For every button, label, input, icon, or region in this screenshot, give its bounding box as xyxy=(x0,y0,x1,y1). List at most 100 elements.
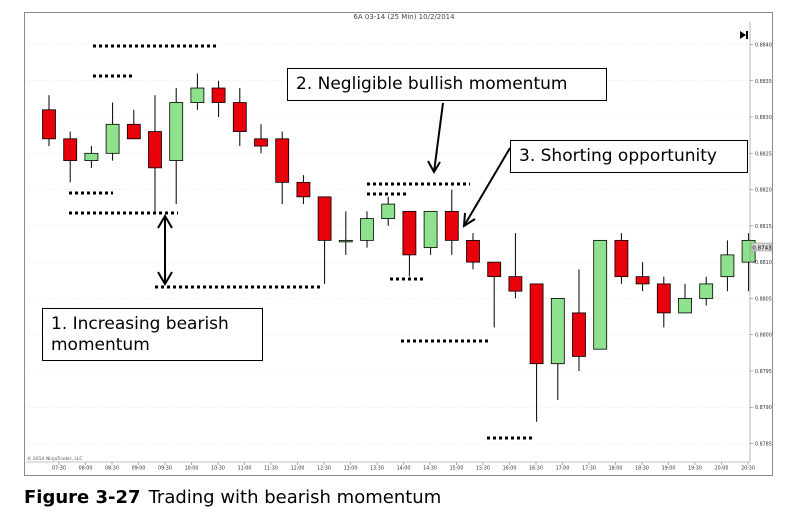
x-tick-label: 20:30 xyxy=(741,466,755,472)
candle xyxy=(42,95,56,147)
candle-body xyxy=(444,210,459,241)
candle xyxy=(232,88,247,147)
candle-body xyxy=(126,123,141,140)
y-tick-label: 0.8830 xyxy=(755,115,772,121)
level-lines xyxy=(69,44,534,440)
x-tick-label: 16:30 xyxy=(529,466,543,472)
candle xyxy=(169,88,184,205)
candle-body xyxy=(148,131,162,169)
arrow-head xyxy=(462,212,476,228)
candle-body xyxy=(254,138,268,147)
candle xyxy=(317,196,332,284)
x-tick-label: 17:30 xyxy=(582,466,596,472)
candle-body xyxy=(614,239,629,278)
candle-body xyxy=(572,312,586,357)
candle-body xyxy=(338,239,353,243)
x-tick-label: 08:30 xyxy=(105,466,119,472)
candle xyxy=(381,196,396,226)
candle xyxy=(402,210,417,277)
x-tick-label: 14:00 xyxy=(397,466,411,472)
x-tick-label: 07:30 xyxy=(52,466,66,472)
y-tick-label: 0.8800 xyxy=(755,333,772,339)
candle xyxy=(63,131,78,183)
candle xyxy=(720,240,735,292)
callout-1-line-2: momentum xyxy=(51,335,150,355)
candle xyxy=(678,283,692,314)
arrow-head-up xyxy=(157,214,173,229)
figure-caption: Figure 3-27 Trading with bearish momentum xyxy=(24,487,441,508)
x-tick-label: 09:00 xyxy=(132,466,146,472)
x-tick-label: 12:30 xyxy=(317,466,331,472)
callout-negligible-bullish-momentum: 2. Negligible bullish momentum xyxy=(287,68,607,101)
candle-body xyxy=(63,138,78,161)
candle xyxy=(508,233,523,299)
candle-body xyxy=(678,298,692,314)
x-tick-label: 11:00 xyxy=(238,466,252,472)
candle-body xyxy=(635,276,650,285)
candle xyxy=(635,262,650,292)
x-tick-label: 18:30 xyxy=(635,466,649,472)
candle-body xyxy=(296,181,311,198)
candle-body xyxy=(105,123,120,154)
y-tick-label: 0.8840 xyxy=(755,43,772,49)
candle-body xyxy=(360,218,374,241)
x-tick-label: 16:00 xyxy=(503,466,517,472)
y-tick-label: 0.8795 xyxy=(755,369,772,375)
candle-body xyxy=(529,283,544,365)
callout-1-line-1: 1. Increasing bearish xyxy=(51,314,229,334)
candle xyxy=(105,102,120,161)
candle xyxy=(148,95,162,212)
candle xyxy=(572,269,586,371)
grid xyxy=(26,44,750,444)
price-label: 0.8743 xyxy=(752,246,772,252)
candle-body xyxy=(42,109,56,140)
candle xyxy=(614,233,629,284)
x-tick-label: 14:30 xyxy=(423,466,437,472)
candles xyxy=(42,73,756,422)
x-tick-label: 09:30 xyxy=(158,466,172,472)
candle xyxy=(593,239,608,350)
y-tick-label: 0.8815 xyxy=(755,224,772,230)
candle-body xyxy=(381,203,396,220)
y-tick-label: 0.8825 xyxy=(755,151,772,157)
candle xyxy=(423,210,438,255)
candle-body xyxy=(169,102,184,161)
x-tick-label: 10:30 xyxy=(211,466,225,472)
price-marker: 0.8743 xyxy=(740,31,773,252)
candle xyxy=(656,276,671,328)
arrow-head xyxy=(427,160,441,175)
candle xyxy=(487,261,502,328)
figure-label: Figure 3-27 xyxy=(24,487,141,508)
y-tick-label: 0.8790 xyxy=(755,405,772,411)
arrow-to-candle xyxy=(433,102,444,173)
candle xyxy=(190,73,205,110)
x-tick-label: 18:00 xyxy=(609,466,623,472)
y-tick-label: 0.8805 xyxy=(755,296,772,302)
candle-body xyxy=(699,283,714,299)
y-tick-label: 0.8835 xyxy=(755,79,772,85)
y-tick-label: 0.8785 xyxy=(755,441,772,447)
x-tick-label: 20:00 xyxy=(715,466,729,472)
candle-body xyxy=(275,138,290,183)
chart-title: 6A 03-14 (25 Min) 10/2/2014 xyxy=(353,13,455,21)
x-tick-label: 11:30 xyxy=(264,466,278,472)
x-tick-label: 13:30 xyxy=(370,466,384,472)
candle xyxy=(254,124,268,154)
annotation-arrows xyxy=(157,102,511,286)
x-axis: 07:30 08:00 08:30 09:00 09:30 10:00 10:30 11:00… xyxy=(26,461,755,472)
candle xyxy=(444,189,459,255)
candle xyxy=(529,283,544,422)
arrow-head-down xyxy=(157,271,173,286)
candle-body xyxy=(190,87,205,103)
candle-body xyxy=(402,210,417,256)
y-tick-label: 0.8820 xyxy=(755,188,772,194)
copyright-text: © 2014 NinjaTrader, LLC xyxy=(27,455,82,462)
candle-body xyxy=(84,152,99,161)
candle-body xyxy=(508,276,523,292)
x-tick-label: 08:00 xyxy=(79,466,93,472)
candle-body xyxy=(232,102,247,132)
candle xyxy=(699,276,714,306)
candle-body xyxy=(211,87,226,103)
candle xyxy=(360,211,374,248)
